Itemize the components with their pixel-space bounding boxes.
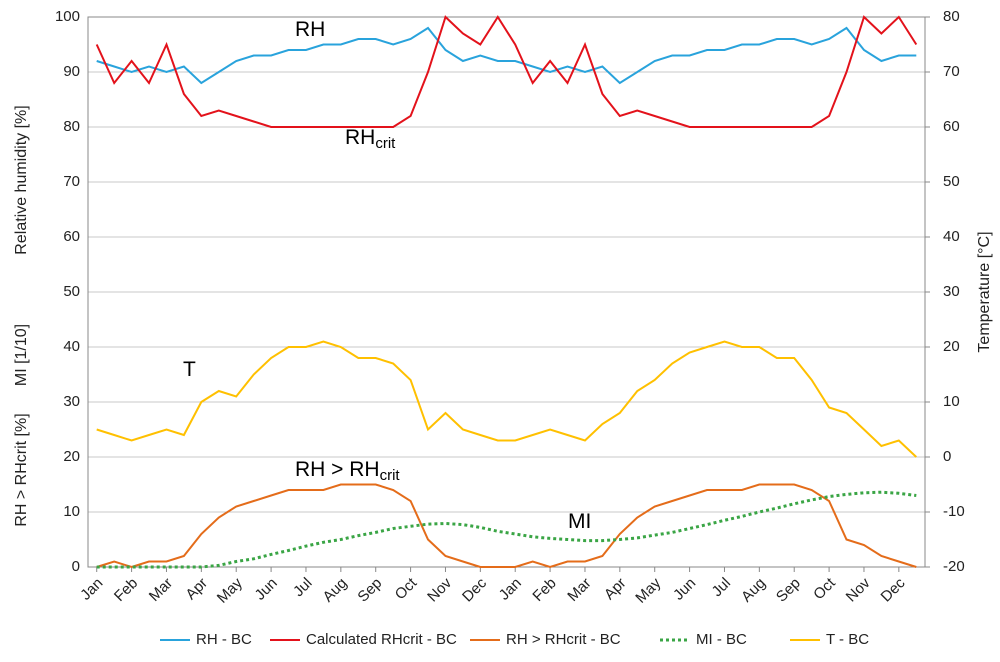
y2-tick-label: -20 bbox=[943, 558, 965, 575]
x-tick-label: Apr bbox=[182, 575, 211, 604]
series-line bbox=[96, 26, 917, 85]
y-tick-label: 20 bbox=[63, 448, 80, 465]
x-tick-label: Dec bbox=[878, 574, 909, 605]
x-tick-label: Apr bbox=[601, 575, 630, 604]
annotation: RHcrit bbox=[345, 126, 396, 152]
x-tick-label: Oct bbox=[810, 574, 839, 603]
y2-tick-label: 20 bbox=[943, 338, 960, 355]
x-tick-label: Jul bbox=[709, 575, 735, 601]
y-tick-label: 50 bbox=[63, 283, 80, 300]
y2-tick-label: 50 bbox=[943, 173, 960, 190]
x-tick-label: Nov bbox=[843, 574, 874, 605]
y2-axis-label: Temperature [°C] bbox=[976, 231, 993, 352]
x-tick-label: Jul bbox=[290, 575, 316, 601]
annotation-text: T bbox=[183, 358, 196, 381]
y-axis-label: Relative humidity [%] bbox=[13, 105, 30, 254]
y2-tick-label: 30 bbox=[943, 283, 960, 300]
annotation-text: RH bbox=[295, 18, 325, 41]
annotation-subscript: crit bbox=[380, 467, 401, 484]
legend-label: MI - BC bbox=[696, 631, 747, 648]
x-tick-label: Aug bbox=[738, 575, 769, 606]
y2-tick-label: 70 bbox=[943, 63, 960, 80]
series-line bbox=[96, 490, 917, 569]
x-tick-label: Jun bbox=[670, 575, 699, 604]
legend-label: T - BC bbox=[826, 631, 869, 648]
legend-label: Calculated RHcrit - BC bbox=[306, 631, 457, 648]
y-axis-label: MI [1/10] bbox=[13, 324, 30, 386]
series-line bbox=[96, 483, 917, 569]
y-tick-label: 60 bbox=[63, 228, 80, 245]
x-tick-label: Feb bbox=[111, 575, 141, 605]
y2-tick-label: 40 bbox=[943, 228, 960, 245]
x-tick-label: Jan bbox=[496, 575, 525, 604]
annotation-subscript: crit bbox=[375, 135, 396, 152]
x-tick-label: Aug bbox=[320, 575, 351, 606]
y2-tick-label: -10 bbox=[943, 503, 965, 520]
y-tick-label: 100 bbox=[55, 8, 80, 25]
annotation: RH bbox=[295, 18, 325, 41]
x-tick-label: May bbox=[632, 574, 664, 606]
annotation: MI bbox=[568, 510, 591, 533]
y2-tick-label: 60 bbox=[943, 118, 960, 135]
x-tick-label: Sep bbox=[773, 575, 804, 606]
x-tick-label: Dec bbox=[459, 574, 490, 605]
y-tick-label: 0 bbox=[72, 558, 80, 575]
legend-label: RH - BC bbox=[196, 631, 252, 648]
annotation-text: RH > RH bbox=[295, 458, 380, 481]
y2-tick-label: 80 bbox=[943, 8, 960, 25]
annotation-text: RH bbox=[345, 126, 375, 149]
annotation: RH > RHcrit bbox=[295, 458, 400, 484]
series-line bbox=[96, 340, 917, 458]
y-tick-label: 70 bbox=[63, 173, 80, 190]
x-tick-label: Sep bbox=[354, 575, 385, 606]
y-tick-label: 30 bbox=[63, 393, 80, 410]
y2-tick-label: 0 bbox=[943, 448, 951, 465]
x-tick-label: Nov bbox=[424, 574, 455, 605]
x-tick-label: Mar bbox=[564, 575, 594, 605]
y-tick-label: 10 bbox=[63, 503, 80, 520]
x-tick-label: Feb bbox=[529, 575, 559, 605]
y2-tick-label: 10 bbox=[943, 393, 960, 410]
y-tick-label: 40 bbox=[63, 338, 80, 355]
x-tick-label: May bbox=[214, 574, 246, 606]
x-tick-label: Mar bbox=[146, 575, 176, 605]
annotation-text: MI bbox=[568, 510, 591, 533]
y-tick-label: 90 bbox=[63, 63, 80, 80]
x-tick-label: Jan bbox=[77, 575, 106, 604]
legend-label: RH > RHcrit - BC bbox=[506, 631, 621, 648]
y-axis-label: RH > RHcrit [%] bbox=[13, 413, 30, 526]
annotation: T bbox=[183, 358, 196, 381]
x-tick-label: Oct bbox=[392, 574, 421, 603]
series-line bbox=[95, 15, 918, 128]
y-tick-label: 80 bbox=[63, 118, 80, 135]
x-tick-label: Jun bbox=[252, 575, 281, 604]
